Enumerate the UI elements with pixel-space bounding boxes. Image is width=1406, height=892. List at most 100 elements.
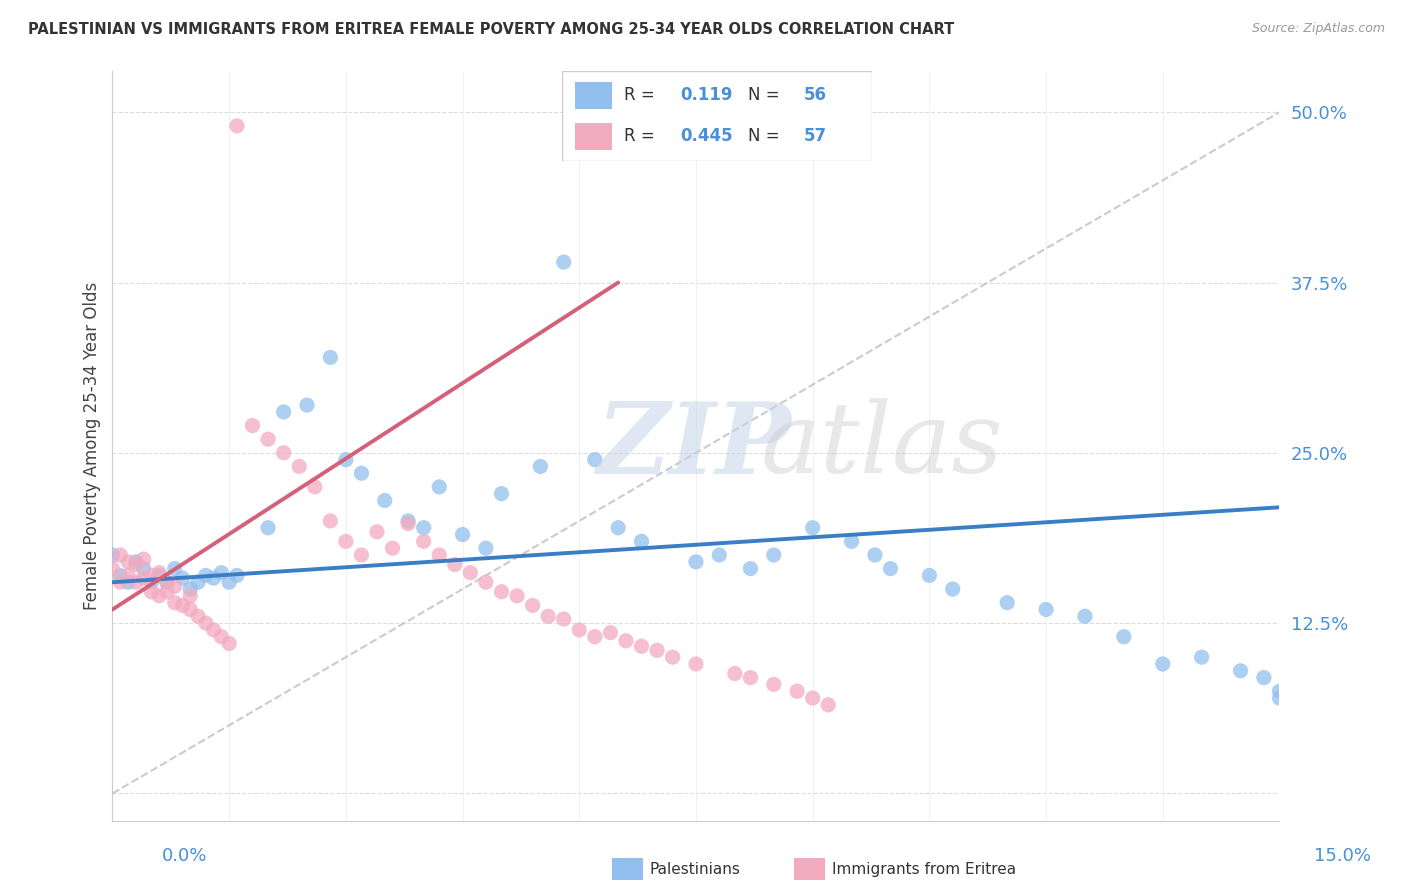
- Point: [226, 119, 249, 133]
- Point: [451, 527, 474, 541]
- Point: [863, 548, 886, 562]
- Point: [209, 566, 232, 580]
- Point: [568, 623, 591, 637]
- Point: [841, 534, 863, 549]
- Point: [801, 691, 824, 706]
- Point: [1035, 602, 1057, 616]
- Point: [194, 568, 217, 582]
- Point: [179, 582, 201, 596]
- Point: [460, 566, 482, 580]
- Point: [148, 568, 170, 582]
- Point: [295, 398, 318, 412]
- Point: [172, 571, 194, 585]
- Point: [879, 561, 901, 575]
- Point: [537, 609, 560, 624]
- Point: [179, 602, 201, 616]
- Point: [661, 650, 683, 665]
- Point: [1152, 657, 1174, 671]
- Point: [614, 633, 637, 648]
- Point: [101, 561, 124, 575]
- Point: [786, 684, 808, 698]
- Text: 0.0%: 0.0%: [162, 847, 207, 865]
- Point: [491, 584, 513, 599]
- Point: [117, 568, 139, 582]
- Point: [443, 558, 465, 572]
- Point: [194, 616, 217, 631]
- Point: [995, 596, 1018, 610]
- Point: [141, 575, 163, 590]
- Text: ZIP: ZIP: [596, 398, 792, 494]
- FancyBboxPatch shape: [575, 82, 612, 109]
- Point: [132, 552, 155, 566]
- Point: [319, 351, 342, 365]
- Point: [335, 534, 357, 549]
- Text: 15.0%: 15.0%: [1313, 847, 1371, 865]
- Point: [350, 548, 373, 562]
- Point: [942, 582, 965, 596]
- Text: 0.119: 0.119: [681, 87, 733, 104]
- Point: [740, 671, 762, 685]
- Point: [273, 446, 295, 460]
- Point: [685, 555, 707, 569]
- Point: [179, 589, 201, 603]
- Point: [117, 575, 139, 590]
- Point: [132, 561, 155, 575]
- Point: [607, 521, 630, 535]
- Point: [427, 548, 450, 562]
- Point: [1191, 650, 1213, 665]
- Point: [141, 568, 163, 582]
- Point: [257, 432, 280, 446]
- Point: [202, 623, 225, 637]
- FancyBboxPatch shape: [575, 123, 612, 150]
- Point: [801, 521, 824, 535]
- Point: [148, 566, 170, 580]
- Text: Source: ZipAtlas.com: Source: ZipAtlas.com: [1251, 22, 1385, 36]
- Point: [553, 255, 575, 269]
- Point: [163, 579, 186, 593]
- Text: Immigrants from Eritrea: Immigrants from Eritrea: [832, 863, 1017, 877]
- Point: [396, 514, 419, 528]
- Point: [132, 571, 155, 585]
- Point: [762, 548, 785, 562]
- Point: [125, 575, 148, 590]
- Text: R =: R =: [624, 128, 655, 145]
- Point: [125, 555, 148, 569]
- Point: [475, 541, 498, 556]
- Point: [1268, 684, 1291, 698]
- Point: [156, 575, 179, 590]
- Point: [148, 589, 170, 603]
- Point: [218, 575, 240, 590]
- Point: [381, 541, 404, 556]
- Point: [257, 521, 280, 535]
- Text: R =: R =: [624, 87, 655, 104]
- Point: [242, 418, 264, 433]
- Text: Palestinians: Palestinians: [650, 863, 741, 877]
- Point: [427, 480, 450, 494]
- Point: [101, 548, 124, 562]
- Point: [630, 640, 652, 654]
- Point: [273, 405, 295, 419]
- Point: [163, 561, 186, 575]
- Point: [529, 459, 551, 474]
- Point: [918, 568, 941, 582]
- Point: [762, 677, 785, 691]
- Y-axis label: Female Poverty Among 25-34 Year Olds: Female Poverty Among 25-34 Year Olds: [83, 282, 101, 610]
- Point: [156, 584, 179, 599]
- Point: [1229, 664, 1251, 678]
- Text: atlas: atlas: [761, 399, 1002, 493]
- Point: [583, 630, 606, 644]
- Point: [1268, 691, 1291, 706]
- Point: [202, 571, 225, 585]
- Point: [209, 630, 232, 644]
- Point: [506, 589, 529, 603]
- Point: [475, 575, 498, 590]
- Point: [709, 548, 731, 562]
- Point: [817, 698, 839, 712]
- Point: [117, 555, 139, 569]
- Point: [412, 534, 434, 549]
- Point: [218, 636, 240, 650]
- Point: [645, 643, 668, 657]
- Text: PALESTINIAN VS IMMIGRANTS FROM ERITREA FEMALE POVERTY AMONG 25-34 YEAR OLDS CORR: PALESTINIAN VS IMMIGRANTS FROM ERITREA F…: [28, 22, 955, 37]
- Text: N =: N =: [748, 87, 779, 104]
- Point: [110, 568, 132, 582]
